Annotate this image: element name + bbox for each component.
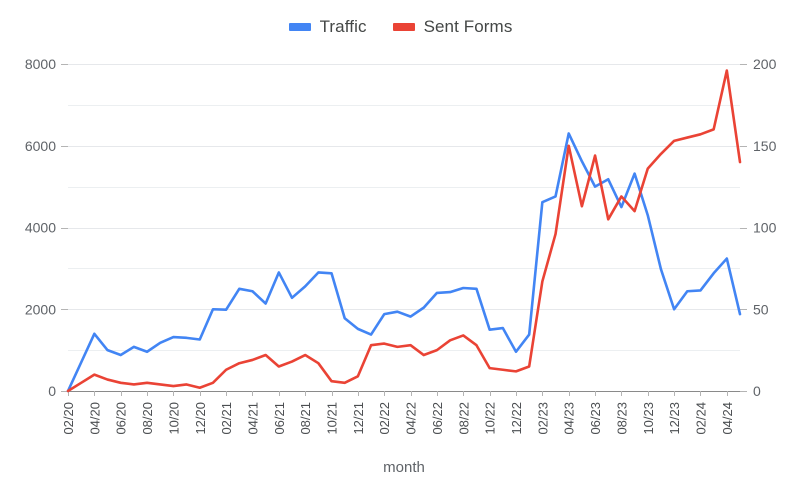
x-axis-tick-label: 08/23 [614, 402, 629, 435]
series-line-sent-forms [66, 69, 742, 393]
data-series [66, 69, 742, 393]
right-axis-tick-label: 0 [753, 383, 761, 399]
x-axis-tick-label: 04/22 [404, 402, 419, 435]
x-axis-tick-label: 04/20 [87, 402, 102, 435]
x-axis-labels: 02/20 04/20 06/20 08/20 10/20 12/20 02/21 04/21… [61, 402, 735, 435]
x-axis-tick-label: 12/20 [193, 402, 208, 435]
x-axis-tick-label: 12/21 [351, 402, 366, 435]
right-axis-labels: 0 50 100 150 200 [753, 56, 777, 399]
x-axis-tick-label: 12/22 [509, 402, 524, 435]
grid-lines [62, 64, 746, 393]
left-axis-tick-label: 6000 [25, 138, 56, 154]
right-axis-tick-label: 150 [753, 138, 777, 154]
x-axis-tick-label: 06/22 [430, 402, 445, 435]
x-axis-tick-label: 02/20 [61, 402, 76, 435]
x-axis-tick-label: 04/21 [245, 402, 260, 435]
x-axis-tick-label: 08/20 [140, 402, 155, 435]
left-axis-tick-label: 0 [48, 383, 56, 399]
x-axis-tick-label: 10/20 [166, 402, 181, 435]
axis-tick-marks [61, 64, 747, 396]
x-axis-tick-label: 02/21 [219, 402, 234, 435]
left-axis-tick-label: 8000 [25, 56, 56, 72]
right-axis-tick-label: 50 [753, 301, 769, 317]
x-axis-tick-label: 02/23 [535, 402, 550, 435]
right-axis-tick-label: 200 [753, 56, 777, 72]
x-axis-tick-label: 08/22 [456, 402, 471, 435]
x-axis-tick-label: 10/21 [325, 402, 340, 435]
x-axis-tick-label: 02/24 [693, 402, 708, 435]
x-axis-tick-label: 06/21 [272, 402, 287, 435]
x-axis-tick-label: 06/23 [588, 402, 603, 435]
left-axis-tick-label: 4000 [25, 220, 56, 236]
x-axis-tick-label: 10/22 [483, 402, 498, 435]
x-axis-tick-label: 04/24 [720, 402, 735, 435]
left-axis-labels: 0 2000 4000 6000 8000 [25, 56, 56, 399]
series-line-traffic [66, 132, 742, 393]
left-axis-tick-label: 2000 [25, 301, 56, 317]
x-axis-tick-label: 12/23 [667, 402, 682, 435]
right-axis-tick-label: 100 [753, 220, 777, 236]
x-axis-tick-label: 04/23 [562, 402, 577, 435]
x-axis-title: month [383, 459, 425, 476]
x-axis-tick-label: 10/23 [641, 402, 656, 435]
x-axis-tick-label: 02/22 [377, 402, 392, 435]
x-axis-tick-label: 06/20 [114, 402, 129, 435]
x-axis-tick-label: 08/21 [298, 402, 313, 435]
